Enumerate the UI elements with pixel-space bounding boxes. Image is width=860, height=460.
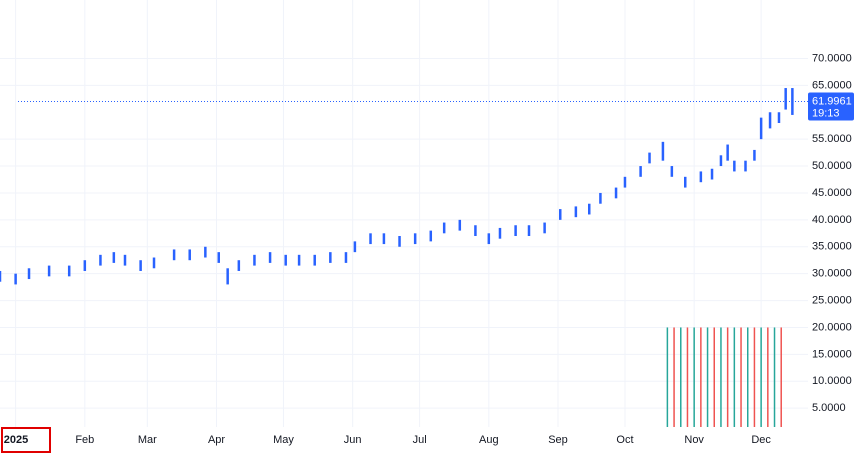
y-tick-label: 50.0000 (812, 160, 852, 172)
y-tick-label: 30.0000 (812, 268, 852, 280)
x-tick-label: Mar (138, 434, 157, 446)
x-tick-label: May (273, 434, 294, 446)
y-tick-label: 40.0000 (812, 214, 852, 226)
x-tick-label: Sep (548, 434, 568, 446)
x-tick-label: Apr (208, 434, 225, 446)
x-tick-label: Aug (479, 434, 499, 446)
x-tick-label: Jul (413, 434, 427, 446)
y-tick-label: 35.0000 (812, 241, 852, 253)
selected-period-box (1, 427, 51, 453)
x-tick-label: 2025 (4, 434, 28, 446)
y-tick-label: 65.0000 (812, 79, 852, 91)
y-tick-label: 10.0000 (812, 375, 852, 387)
y-tick-label: 15.0000 (812, 348, 852, 360)
y-tick-label: 45.0000 (812, 187, 852, 199)
x-tick-label: Dec (751, 434, 771, 446)
y-tick-label: 25.0000 (812, 294, 852, 306)
y-tick-label: 5.0000 (812, 402, 846, 414)
y-tick-label: 70.0000 (812, 52, 852, 64)
last-price-box (808, 92, 854, 121)
x-tick-label: Nov (684, 434, 704, 446)
y-tick-label: 55.0000 (812, 133, 852, 145)
x-tick-label: Oct (616, 434, 633, 446)
x-tick-label: Jun (344, 434, 362, 446)
x-tick-label: Feb (75, 434, 94, 446)
y-tick-label: 20.0000 (812, 321, 852, 333)
last-price-label: 61.9961 (812, 95, 852, 107)
countdown-label: 19:13 (812, 107, 840, 119)
